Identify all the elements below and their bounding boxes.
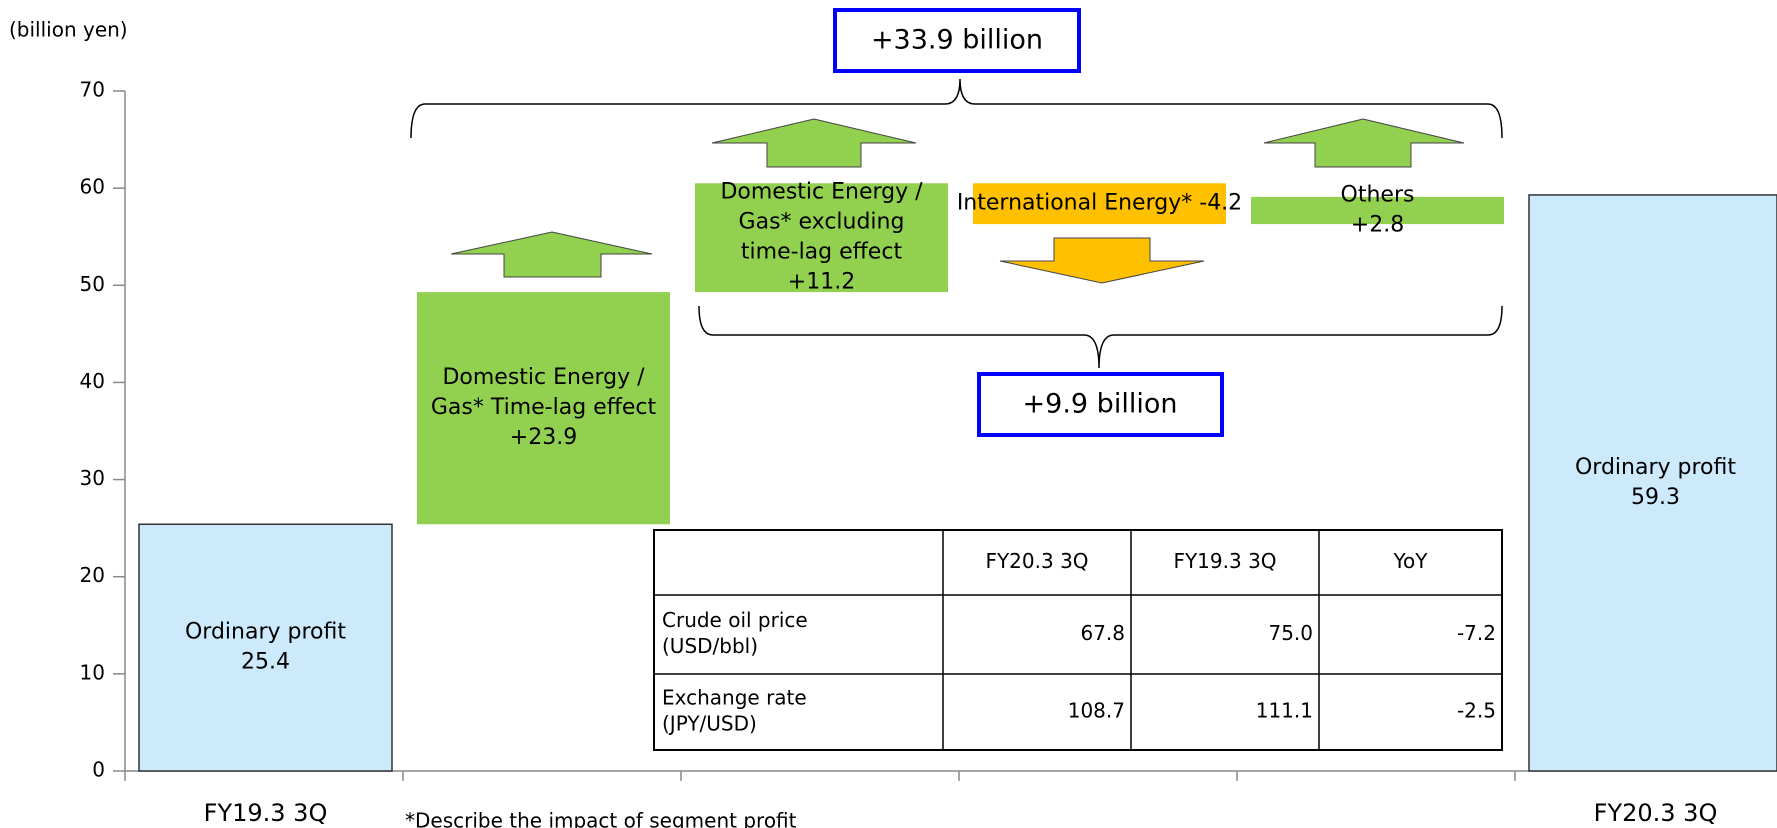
down-arrow [999,237,1205,284]
y-tick-label: 50 [80,272,105,296]
value-label: +11.2 [788,270,855,295]
row-label: (USD/bbl) [662,634,758,658]
annotation: +33.9 billion [871,25,1043,56]
table-cell: 108.7 [1068,699,1125,723]
bar-name: Ordinary profit [185,620,346,645]
bar-name: time-lag effect [741,240,903,265]
table-cell: -7.2 [1457,621,1496,645]
up-arrow [1263,118,1465,168]
y-tick-label: 60 [80,175,105,199]
row-label: Crude oil price [662,608,808,632]
bar [1251,196,1504,225]
y-tick-label: 70 [80,78,105,102]
table-cell: -2.5 [1457,699,1496,723]
y-axis-label: (billion yen) [9,18,128,42]
bar [138,523,393,772]
bar-name: Ordinary profit [1575,455,1736,480]
bar-name: Gas* Time-lag effect [431,395,657,420]
bar [1528,194,1777,772]
row-label: (JPY/USD) [662,712,757,736]
bar [973,183,1226,225]
x-tick-label: FY20.3 3Q [1594,799,1718,827]
value-label: 25.4 [241,650,290,675]
bar-name: Domestic Energy / [720,180,923,205]
y-tick-label: 10 [80,660,105,684]
x-tick-label: FY19.3 3Q [204,799,328,827]
up-arrow [450,231,653,278]
brace [410,78,1503,139]
table-frame [653,529,1503,751]
y-tick-label: 20 [80,563,105,587]
y-tick-label: 30 [80,466,105,490]
table-header: FY19.3 3Q [1173,549,1276,573]
bar-name: Others [1341,182,1415,207]
annotation-box [977,372,1224,437]
table-cell: 75.0 [1268,621,1313,645]
y-tick-label: 0 [92,758,105,782]
bar [695,183,948,293]
bar-name: Domestic Energy / [442,365,645,390]
up-arrow [711,118,917,168]
table-cell: 67.8 [1080,621,1125,645]
bar-label: International Energy* -4.2 [957,191,1242,216]
table-header: YoY [1392,549,1428,573]
row-label: Exchange rate [662,686,807,710]
value-label: +23.9 [510,425,577,450]
value-label: 59.3 [1631,485,1680,510]
annotation: +9.9 billion [1023,389,1178,420]
bar-name: Gas* excluding [739,210,905,235]
bar [417,292,670,525]
value-label: -4.2 [1199,191,1242,216]
value-label: +2.8 [1351,212,1404,237]
footnote: *Describe the impact of segment profit [405,809,797,828]
bar-name: International Energy* [957,191,1192,216]
y-tick-label: 40 [80,369,105,393]
annotation-box [833,8,1081,73]
table-cell: 111.1 [1256,699,1313,723]
brace [698,305,1503,369]
table-header: FY20.3 3Q [985,549,1088,573]
